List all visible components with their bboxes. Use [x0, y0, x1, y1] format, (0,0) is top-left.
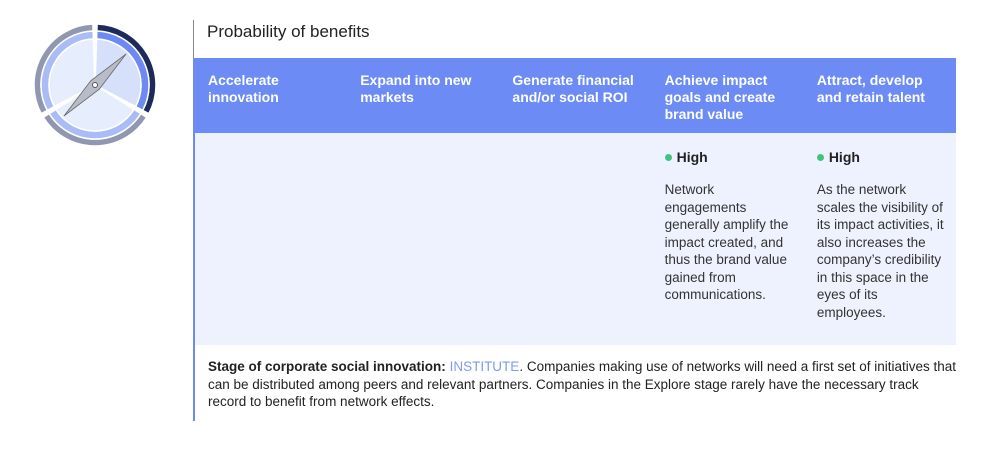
table-cell — [347, 133, 499, 345]
divider — [193, 58, 195, 421]
benefits-table: Accelerate innovation Expand into new ma… — [195, 58, 956, 345]
table-header: Accelerate innovation Expand into new ma… — [195, 58, 956, 133]
stage-text: . Companies making use of networks will … — [208, 359, 957, 409]
column-header: Accelerate innovation — [208, 72, 279, 105]
column-header: Expand into new markets — [360, 72, 472, 105]
status-dot-icon — [664, 153, 672, 161]
table-cell: High Network engagements generally ampli… — [652, 133, 804, 345]
stage-label: Stage of corporate social innovation: — [208, 359, 446, 374]
table-body: High Network engagements generally ampli… — [195, 133, 956, 345]
table-cell — [195, 133, 347, 345]
status-dot-icon — [816, 153, 824, 161]
probability-level: High — [816, 149, 944, 165]
cell-description: As the network scales the visibility of … — [816, 182, 944, 320]
compass-icon — [33, 23, 157, 147]
stage-note: Stage of corporate social innovation: IN… — [208, 358, 958, 411]
column-header: Attract, develop and retain talent — [816, 72, 925, 105]
stage-name: INSTITUTE — [449, 359, 520, 374]
column-header: Generate financial and/or social ROI — [512, 72, 634, 105]
table-cell: High As the network scales the visibilit… — [804, 133, 956, 345]
probability-level: High — [664, 149, 792, 165]
table-cell — [499, 133, 651, 345]
cell-description: Network engagements generally amplify th… — [664, 182, 789, 302]
divider — [193, 20, 194, 60]
page-title: Probability of benefits — [207, 22, 370, 41]
column-header: Achieve impact goals and create brand va… — [664, 72, 776, 122]
